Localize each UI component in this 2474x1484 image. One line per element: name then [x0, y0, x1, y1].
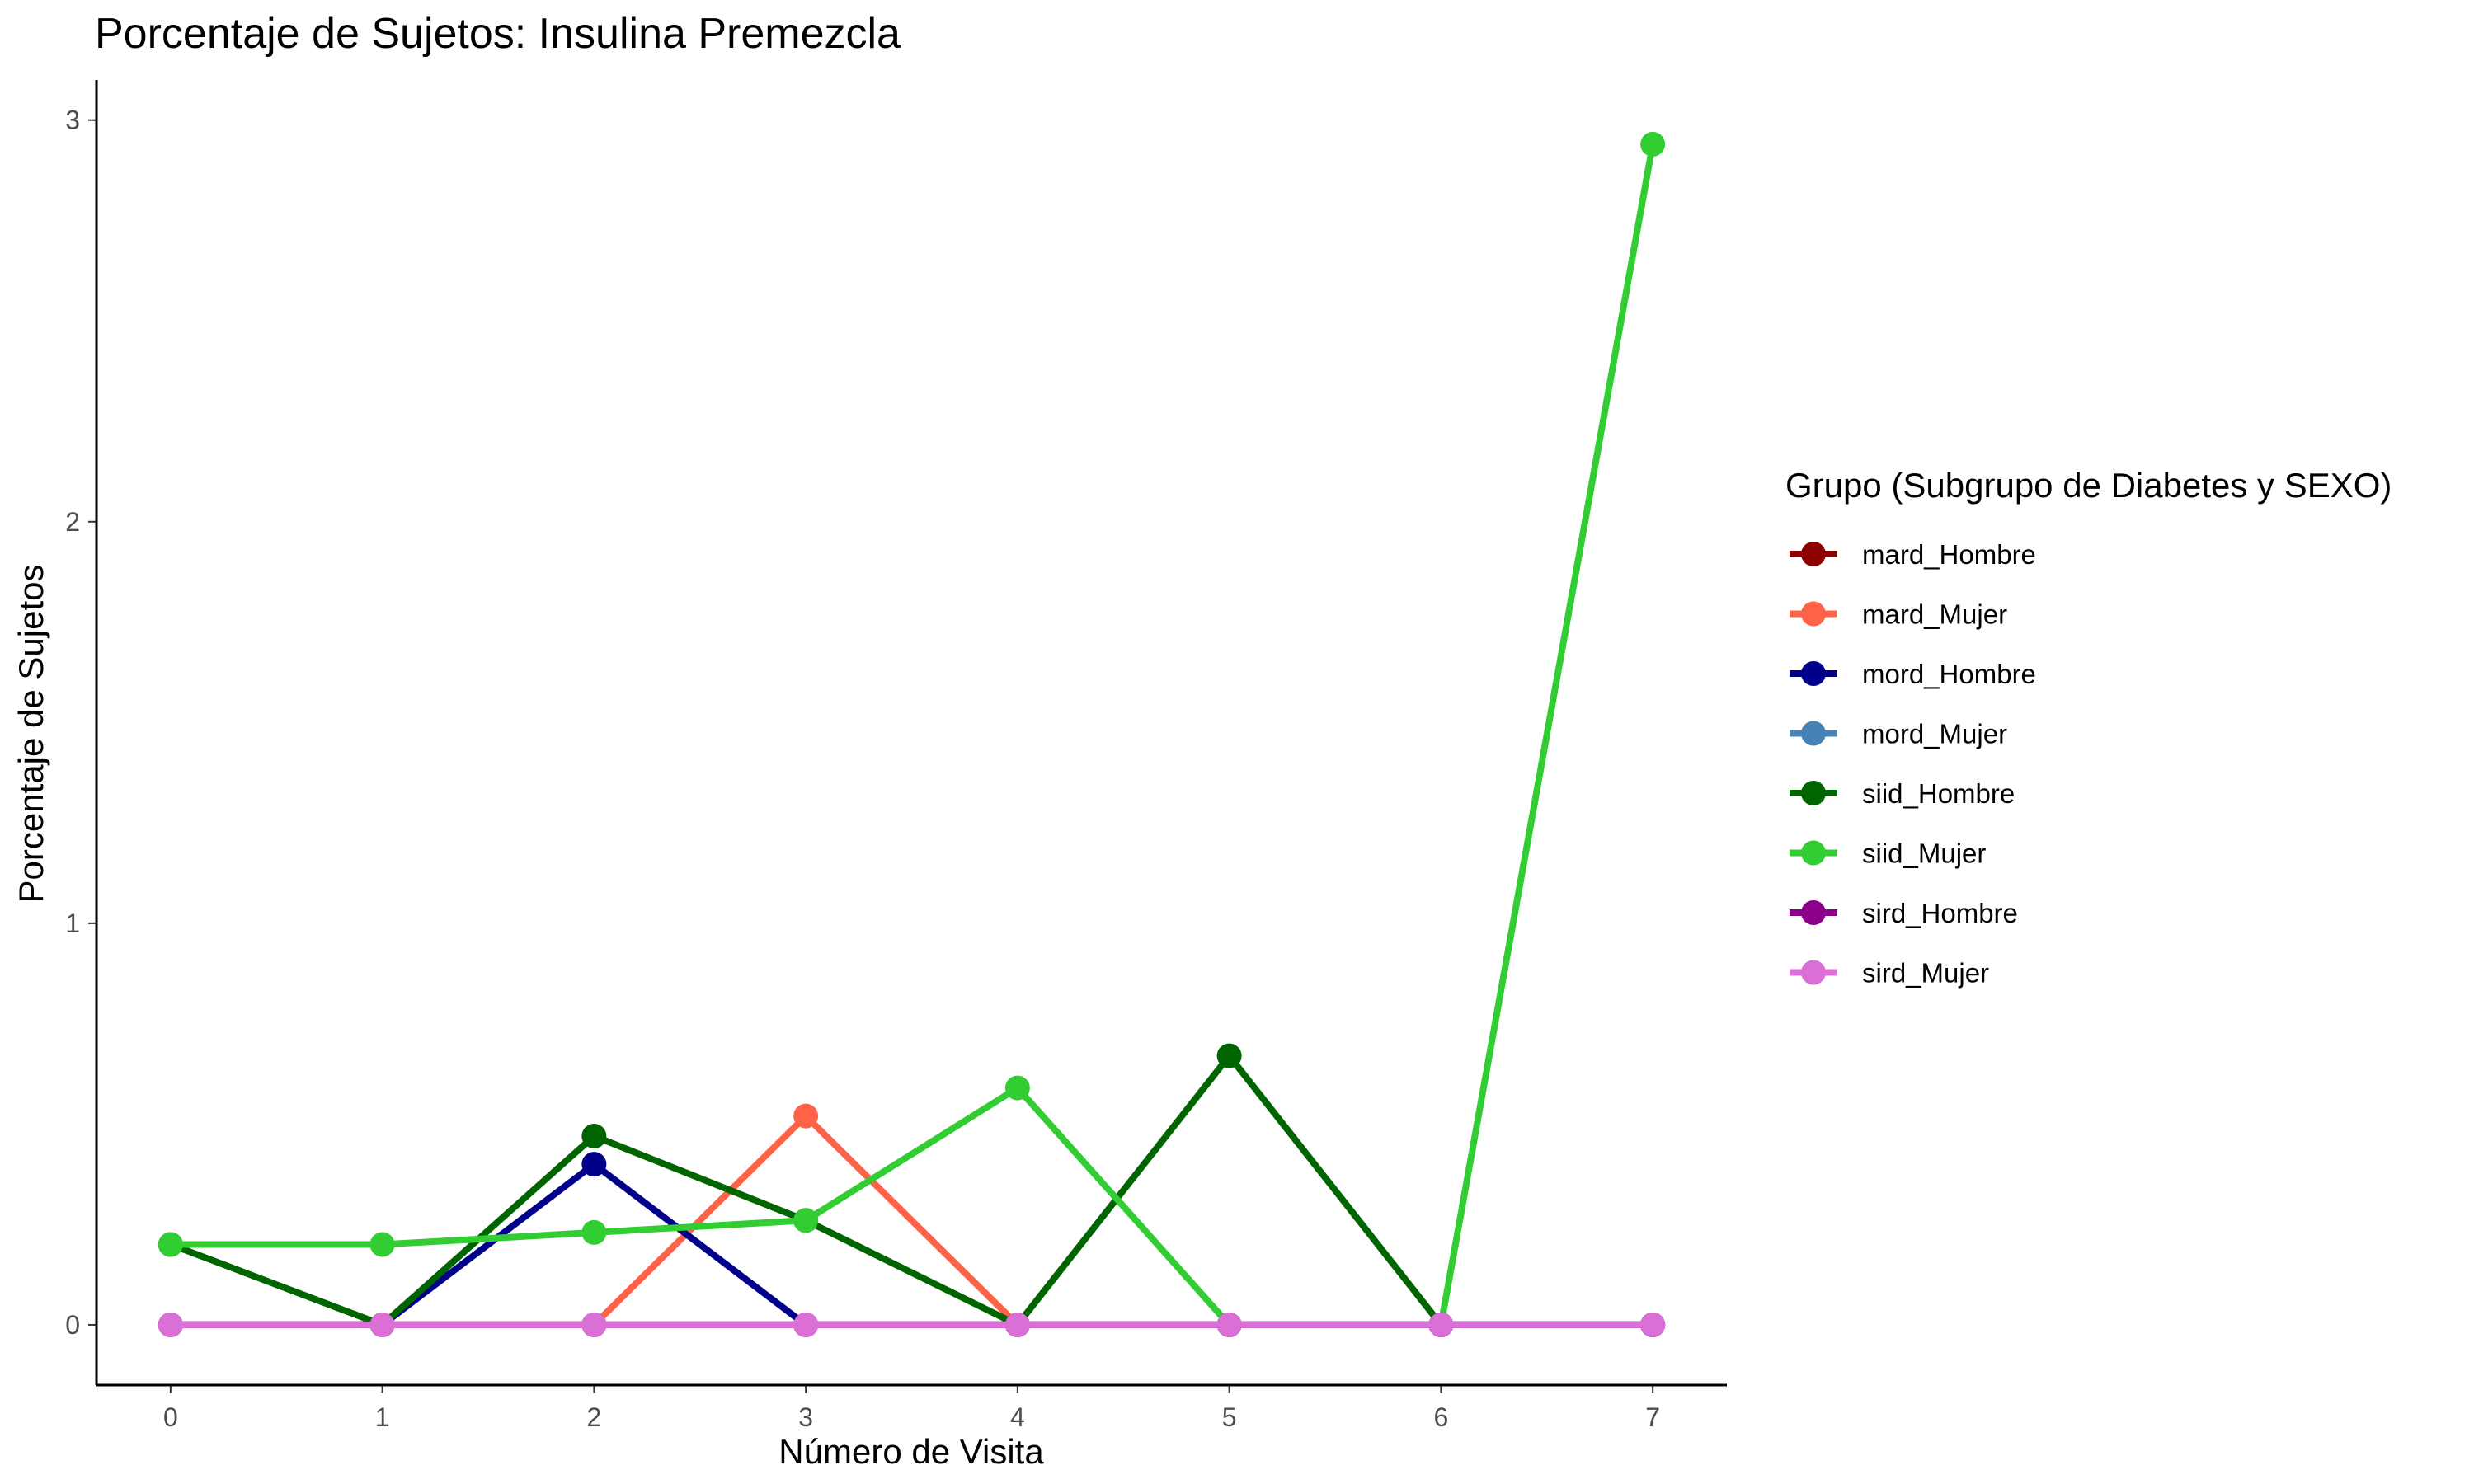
legend-item-mord_Hombre: mord_Hombre: [1790, 659, 2036, 689]
x-tick-label: 5: [1222, 1402, 1237, 1432]
data-point-siid_Hombre-2: [581, 1124, 607, 1149]
data-point-sird_Mujer-5: [1216, 1312, 1242, 1337]
data-point-siid_Mujer-3: [793, 1208, 819, 1233]
legend-title: Grupo (Subgrupo de Diabetes y SEXO): [1785, 466, 2392, 505]
legend-item-siid_Mujer: siid_Mujer: [1790, 838, 1986, 869]
y-tick-label: 2: [65, 507, 80, 537]
x-axis-ticks: 0 1 2 3 4 5 6 7: [163, 1385, 1660, 1432]
data-point-sird_Mujer-1: [369, 1312, 395, 1337]
legend-key-point: [1801, 601, 1826, 627]
legend-label: mord_Hombre: [1862, 659, 2036, 689]
x-tick-label: 1: [375, 1402, 390, 1432]
legend-item-mard_Hombre: mard_Hombre: [1790, 539, 2036, 570]
legend-items: mard_Hombre mard_Mujer mord_Hombre mord_Muj…: [1790, 539, 2036, 989]
legend-label: mard_Mujer: [1862, 599, 2007, 630]
legend-key-point: [1801, 542, 1826, 566]
legend-label: sird_Mujer: [1862, 958, 1989, 989]
legend-label: sird_Hombre: [1862, 898, 2018, 928]
data-point-sird_Mujer-0: [158, 1312, 183, 1337]
legend-key-point: [1801, 840, 1826, 866]
legend-label: siid_Hombre: [1862, 778, 2015, 809]
data-point-siid_Mujer-1: [369, 1232, 395, 1257]
legend-key-point: [1801, 781, 1826, 805]
x-tick-label: 0: [163, 1402, 178, 1432]
legend-item-sird_Hombre: sird_Hombre: [1790, 898, 2018, 928]
legend-label: mard_Hombre: [1862, 539, 2036, 570]
data-point-sird_Mujer-6: [1428, 1312, 1454, 1337]
legend-key-point: [1801, 960, 1826, 985]
chart-title: Porcentaje de Sujetos: Insulina Premezcl…: [95, 10, 901, 58]
x-tick-label: 7: [1645, 1402, 1660, 1432]
data-point-sird_Mujer-2: [581, 1312, 607, 1337]
y-tick-label: 1: [65, 909, 80, 938]
data-point-mard_Mujer-3: [793, 1103, 819, 1129]
data-point-sird_Mujer-3: [793, 1312, 819, 1337]
series-line-siid_Hombre: [169, 1052, 1653, 1328]
y-tick-label: 0: [65, 1310, 80, 1340]
data-point-siid_Hombre-5: [1216, 1043, 1242, 1068]
data-point-sird_Mujer-7: [1640, 1312, 1666, 1337]
data-point-siid_Mujer-7: [1640, 131, 1666, 157]
legend: Grupo (Subgrupo de Diabetes y SEXO) mard…: [1785, 466, 2392, 989]
y-axis-title: Porcentaje de Sujetos: [12, 565, 50, 904]
data-point-siid_Mujer-4: [1004, 1075, 1030, 1101]
data-point-mord_Hombre-2: [581, 1152, 607, 1177]
data-point-siid_Mujer-2: [581, 1219, 607, 1245]
data-point-siid_Mujer-0: [158, 1232, 183, 1257]
y-tick-label: 3: [65, 106, 80, 135]
y-axis-ticks: 0 1 2 3: [65, 106, 96, 1340]
x-tick-label: 2: [586, 1402, 601, 1432]
x-axis-title: Número de Visita: [778, 1432, 1044, 1471]
legend-key-point: [1801, 900, 1826, 925]
legend-key-point: [1801, 721, 1826, 746]
x-tick-label: 6: [1433, 1402, 1448, 1432]
legend-item-sird_Mujer: sird_Mujer: [1790, 958, 1989, 989]
legend-label: siid_Mujer: [1862, 838, 1986, 869]
series-layer: [158, 131, 1666, 1337]
data-point-sird_Mujer-4: [1004, 1312, 1030, 1337]
legend-item-siid_Hombre: siid_Hombre: [1790, 778, 2015, 809]
series-line-mard_Mujer: [170, 1112, 1653, 1328]
legend-item-mord_Mujer: mord_Mujer: [1790, 719, 2007, 749]
legend-key-point: [1801, 661, 1826, 686]
series-line-siid_Mujer: [170, 143, 1657, 1328]
legend-item-mard_Mujer: mard_Mujer: [1790, 599, 2007, 630]
x-tick-label: 3: [798, 1402, 813, 1432]
x-tick-label: 4: [1010, 1402, 1025, 1432]
legend-label: mord_Mujer: [1862, 719, 2007, 749]
